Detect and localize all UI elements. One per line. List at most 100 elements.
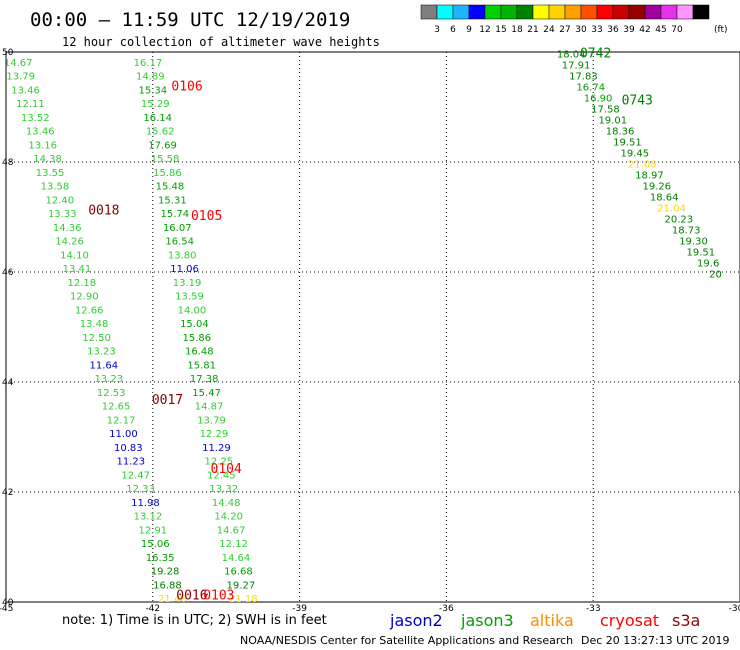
wave-height-value: 15.58 bbox=[151, 154, 180, 165]
map-title: 00:00 – 11:59 UTC 12/19/2019 bbox=[30, 9, 350, 31]
wave-height-value: 21.08 bbox=[628, 160, 657, 171]
track-time-label: 0104 bbox=[211, 462, 242, 477]
wave-height-value: 16.54 bbox=[165, 237, 194, 248]
wave-height-value: 14.36 bbox=[53, 223, 82, 234]
wave-height-value: 12.40 bbox=[46, 195, 75, 206]
wave-height-value: 12.45 bbox=[207, 470, 236, 481]
track-time-label: 0016 bbox=[176, 588, 207, 603]
wave-height-points: 14.67 13.79 13.46 12.11 13.52 13.46 13.16 14.38… bbox=[4, 50, 722, 606]
wave-height-value: 14.89 bbox=[136, 72, 165, 83]
wave-height-value: 13.33 bbox=[48, 209, 77, 220]
legend-color-swatch bbox=[692, 4, 710, 20]
track-time-label: 0017 bbox=[152, 393, 183, 408]
x-tick-label: -42 bbox=[145, 604, 160, 614]
legend-tick-label: 9 bbox=[466, 25, 472, 35]
legend-tick-label: 70 bbox=[671, 25, 683, 35]
wave-height-value: 13.23 bbox=[87, 347, 116, 358]
y-tick-label: 46 bbox=[2, 268, 14, 278]
wave-height-value: 14.64 bbox=[222, 553, 251, 564]
wave-height-value: 14.20 bbox=[214, 512, 243, 523]
track-time-label: 0742 bbox=[580, 47, 611, 62]
wave-height-value: 19.30 bbox=[679, 237, 708, 248]
wave-height-value: 13.19 bbox=[173, 278, 202, 289]
wave-height-value: 13.52 bbox=[21, 113, 50, 124]
wave-height-value: 16.68 bbox=[224, 567, 253, 578]
legend-color-swatch bbox=[452, 4, 470, 20]
y-tick-label: 40 bbox=[2, 598, 14, 608]
wave-height-value: 14.38 bbox=[33, 154, 62, 165]
wave-height-value: 11.00 bbox=[109, 429, 138, 440]
legend-color-swatch bbox=[644, 4, 662, 20]
axis-labels: -45 -42 -39 -36 -33 -30 50 48 46 44 42 40 bbox=[0, 48, 740, 614]
wave-height-value: 19.51 bbox=[613, 138, 642, 149]
wave-height-value: 13.58 bbox=[41, 182, 70, 193]
wave-height-value: 13.23 bbox=[94, 374, 123, 385]
wave-height-value: 14.26 bbox=[55, 237, 84, 248]
wave-height-value: 15.48 bbox=[156, 182, 185, 193]
wave-height-value: 12.17 bbox=[107, 415, 136, 426]
wave-height-value: 14.48 bbox=[212, 498, 241, 509]
footer-timestamp: Dec 20 13:27:13 UTC 2019 bbox=[581, 634, 729, 647]
wave-height-value: 16.90 bbox=[584, 94, 613, 105]
wave-height-value: 15.29 bbox=[141, 99, 170, 110]
x-tick-label: -36 bbox=[439, 604, 454, 614]
wave-height-value: 12.66 bbox=[75, 305, 104, 316]
wave-height-value: 18.73 bbox=[672, 226, 701, 237]
wave-height-value: 16.88 bbox=[153, 580, 182, 591]
wave-height-value: 12.18 bbox=[68, 278, 97, 289]
x-tick-label: -30 bbox=[729, 604, 740, 614]
wave-height-value: 13.59 bbox=[175, 292, 204, 303]
plot-area bbox=[5, 51, 740, 603]
wave-height-value: 13.55 bbox=[36, 168, 65, 179]
wave-height-value: 11.64 bbox=[90, 360, 119, 371]
legend-color-swatch bbox=[612, 4, 630, 20]
wave-height-value: 15.34 bbox=[138, 85, 167, 96]
wave-height-value: 13.46 bbox=[26, 127, 55, 138]
wave-height-value: 15.86 bbox=[153, 168, 182, 179]
wave-height-value: 12.11 bbox=[16, 99, 45, 110]
legend-tick-label: 15 bbox=[495, 25, 506, 35]
wave-height-value: 17.58 bbox=[591, 105, 620, 116]
wave-height-value: 15.74 bbox=[160, 209, 189, 220]
legend-color-swatch bbox=[628, 4, 646, 20]
legend-tick-label: 12 bbox=[479, 25, 490, 35]
wave-height-value: 14.67 bbox=[4, 58, 33, 69]
wave-height-value: 15.06 bbox=[141, 539, 170, 550]
wave-height-value: 16.14 bbox=[143, 113, 172, 124]
wave-height-value: 19.26 bbox=[642, 182, 671, 193]
wave-height-value: 19.6 bbox=[697, 259, 719, 270]
legend-color-swatch bbox=[420, 4, 438, 20]
legend-tick-label: 36 bbox=[607, 25, 619, 35]
wave-height-value: 18.64 bbox=[650, 193, 679, 204]
wave-height-value: 15.62 bbox=[146, 127, 175, 138]
wave-height-value: 12.53 bbox=[97, 388, 126, 399]
legend-color-swatch bbox=[436, 4, 454, 20]
wave-height-value: 10.83 bbox=[114, 443, 143, 454]
wave-height-value: 13.12 bbox=[134, 512, 163, 523]
legend-color-swatch bbox=[564, 4, 582, 20]
legend-tick-label: 27 bbox=[559, 25, 570, 35]
legend-color-swatch bbox=[676, 4, 694, 20]
wave-height-value: 16.17 bbox=[134, 58, 163, 69]
footer-credit: NOAA/NESDIS Center for Satellite Applica… bbox=[240, 634, 573, 647]
footer-note: note: 1) Time is in UTC; 2) SWH is in fe… bbox=[62, 613, 327, 628]
wave-height-value: 15.31 bbox=[158, 195, 187, 206]
wave-height-value: 17.69 bbox=[148, 140, 177, 151]
wave-height-value: 19.27 bbox=[227, 580, 256, 591]
wave-height-value: 18.36 bbox=[606, 127, 635, 138]
y-tick-label: 44 bbox=[2, 378, 14, 388]
satellite-name: s3a bbox=[672, 611, 700, 630]
wave-height-value: 12.12 bbox=[219, 539, 248, 550]
wave-height-value: 19.28 bbox=[151, 567, 180, 578]
wave-height-value: 16.07 bbox=[163, 223, 192, 234]
wave-height-value: 12.91 bbox=[138, 525, 167, 536]
satellite-name: cryosat bbox=[600, 611, 659, 630]
wave-height-value: 13.41 bbox=[63, 264, 92, 275]
wave-height-value: 21.18 bbox=[229, 594, 258, 605]
wave-height-value: 14.10 bbox=[60, 250, 89, 261]
wave-height-value: 13.80 bbox=[168, 250, 197, 261]
wave-height-value: 16.35 bbox=[146, 553, 175, 564]
satellite-name: altika bbox=[530, 611, 574, 630]
wave-height-value: 16.48 bbox=[185, 347, 214, 358]
